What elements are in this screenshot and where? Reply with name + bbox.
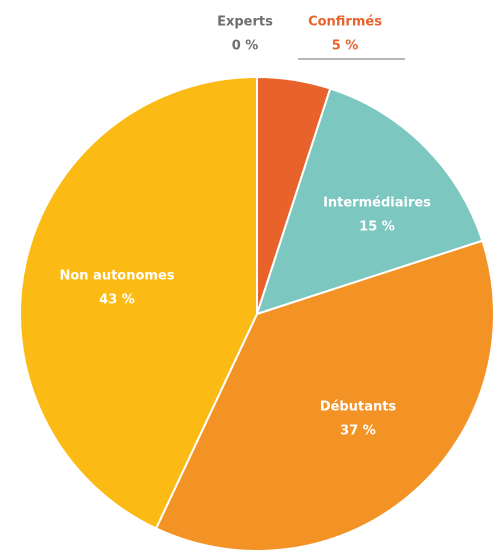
- labels: Experts 0 % Confirmés 5 % Intermédiaires 15 %…: [59, 15, 431, 439]
- value-label: 15 %: [359, 220, 395, 235]
- slice-label: Confirmés: [308, 15, 382, 30]
- slice-label: Non autonomes: [59, 269, 174, 284]
- slice-label: Débutants: [320, 400, 397, 415]
- slice-label: Experts: [217, 15, 273, 30]
- slice: [19, 75, 258, 530]
- slices: [19, 75, 495, 552]
- value-label: 0 %: [232, 39, 259, 54]
- value-label: 43 %: [99, 293, 135, 308]
- slice-label: Intermédiaires: [323, 196, 431, 211]
- slice: [154, 239, 495, 552]
- slice: [255, 87, 484, 316]
- value-label: 37 %: [340, 424, 376, 439]
- value-label: 5 %: [332, 39, 359, 54]
